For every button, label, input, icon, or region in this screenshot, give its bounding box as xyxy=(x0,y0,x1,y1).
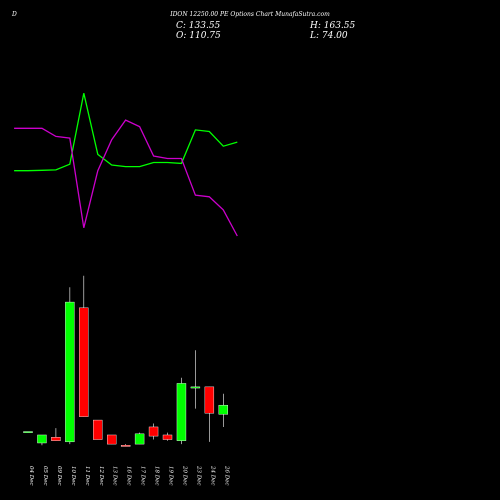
magenta-indicator-line xyxy=(14,119,238,237)
candle xyxy=(23,431,33,433)
candle-body xyxy=(65,301,75,443)
x-tick-label: 04 Dec xyxy=(28,466,34,486)
x-tick-label: 18 Dec xyxy=(154,466,160,486)
x-tick-label: 23 Dec xyxy=(195,465,201,486)
candle xyxy=(162,432,173,441)
x-tick-label: 13 Dec xyxy=(112,466,118,486)
x-tick-label: 26 Dec xyxy=(223,465,229,486)
candle-body xyxy=(134,433,145,445)
green-indicator-line xyxy=(14,93,238,172)
chart-letter: D xyxy=(11,11,17,18)
x-tick-label: 19 Dec xyxy=(168,466,174,486)
candle-body xyxy=(37,434,47,444)
candle xyxy=(120,444,131,447)
x-axis-ticks: 04 Dec 05 Dec 09 Dec 10 Dec 11 Dec 12 Dec 13 D… xyxy=(28,465,229,486)
low-value: L: 74.00 xyxy=(309,31,348,41)
candles xyxy=(23,275,229,447)
candle-body xyxy=(106,434,117,445)
x-tick-label: 17 Dec xyxy=(140,466,146,486)
candle-body xyxy=(176,383,187,441)
indicator-lines xyxy=(14,93,238,237)
candle-body xyxy=(93,419,103,440)
x-tick-label: 20 Dec xyxy=(181,465,187,486)
candle xyxy=(218,393,229,427)
open-value: O: 110.75 xyxy=(176,31,221,41)
candle-body xyxy=(218,404,229,415)
candle xyxy=(65,287,75,445)
candle-body xyxy=(51,437,61,441)
x-tick-label: 10 Dec xyxy=(70,466,76,486)
candle-body xyxy=(190,386,201,389)
candle-body xyxy=(120,445,131,447)
x-tick-label: 11 Dec xyxy=(84,466,90,486)
candle-body xyxy=(148,426,159,437)
candle xyxy=(79,275,89,417)
candle-body xyxy=(162,434,173,440)
candle xyxy=(93,419,103,440)
candle xyxy=(148,423,159,440)
candle xyxy=(134,432,145,445)
candle xyxy=(190,350,201,409)
candle-body xyxy=(23,431,33,433)
x-tick-label: 12 Dec xyxy=(98,466,104,486)
candle xyxy=(176,377,187,445)
candle xyxy=(106,434,117,445)
x-tick-label: 09 Dec xyxy=(56,466,62,486)
x-tick-label: 05 Dec xyxy=(42,466,48,486)
candle xyxy=(51,428,61,441)
candle-body xyxy=(204,386,215,414)
candle xyxy=(204,386,215,442)
x-tick-label: 16 Dec xyxy=(126,466,132,486)
close-value: C: 133.55 xyxy=(176,21,221,31)
high-value: H: 163.55 xyxy=(309,21,356,31)
candle xyxy=(37,434,47,446)
candle-body xyxy=(79,307,89,417)
chart-title: IDON 12250.00 PE Options Chart MunafaSut… xyxy=(169,11,330,18)
x-tick-label: 24 Dec xyxy=(209,465,215,486)
